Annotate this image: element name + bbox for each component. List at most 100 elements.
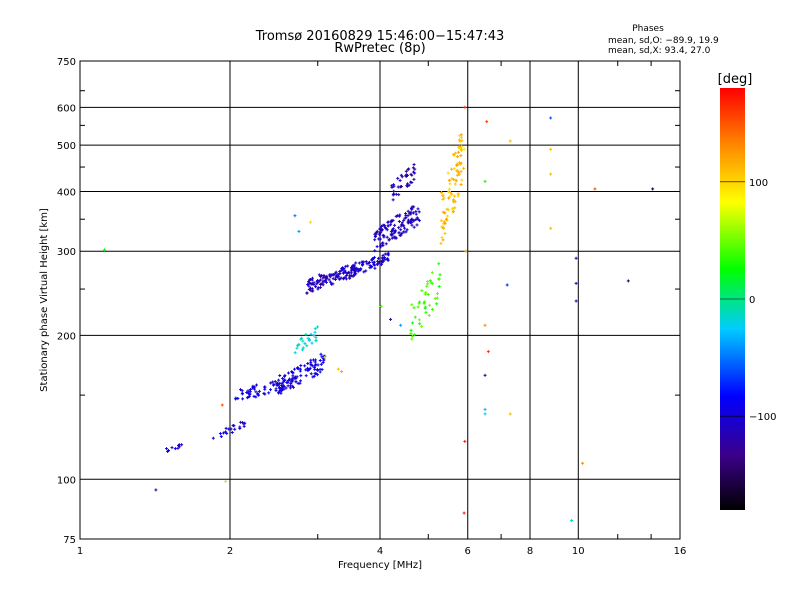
- data-point: [457, 138, 461, 142]
- data-point: [379, 263, 383, 267]
- data-point: [381, 256, 385, 260]
- data-point: [390, 236, 394, 240]
- data-point: [343, 269, 347, 273]
- data-point: [290, 380, 294, 384]
- data-point: [271, 380, 275, 384]
- data-point: [397, 226, 401, 230]
- data-point: [271, 383, 275, 387]
- data-point: [574, 299, 578, 303]
- data-point: [447, 178, 451, 182]
- data-point: [409, 328, 413, 332]
- data-point: [306, 362, 310, 366]
- data-point: [429, 280, 433, 284]
- data-point: [430, 271, 434, 275]
- data-point: [297, 229, 301, 233]
- y-tick-label: 75: [63, 535, 76, 546]
- data-point: [277, 390, 281, 394]
- data-point: [455, 169, 459, 173]
- data-point: [173, 447, 177, 451]
- data-point: [321, 361, 325, 365]
- colorbar-tick-label: 0: [749, 295, 755, 306]
- data-point: [483, 412, 487, 416]
- data-point: [245, 390, 249, 394]
- data-point: [455, 173, 459, 177]
- data-point: [391, 198, 395, 202]
- data-point: [454, 179, 458, 183]
- data-point: [211, 436, 215, 440]
- data-point: [364, 269, 368, 273]
- data-point: [445, 214, 449, 218]
- data-point: [459, 133, 463, 137]
- data-point: [305, 291, 309, 295]
- data-point: [313, 372, 317, 376]
- data-point: [282, 385, 286, 389]
- x-tick-label: 2: [227, 546, 233, 557]
- data-point: [448, 182, 452, 186]
- x-tick-label: 16: [674, 546, 687, 557]
- data-point: [311, 375, 315, 379]
- data-point: [238, 388, 242, 392]
- data-point: [549, 147, 553, 151]
- data-point: [406, 209, 410, 213]
- data-point: [364, 260, 368, 264]
- data-point: [277, 383, 281, 387]
- data-point: [352, 263, 356, 267]
- y-tick-label: 750: [57, 57, 76, 68]
- data-point: [320, 355, 324, 359]
- data-point: [439, 241, 443, 245]
- data-point: [370, 265, 374, 269]
- data-point: [386, 258, 390, 262]
- x-tick-label: 1: [77, 546, 83, 557]
- data-point: [407, 167, 411, 171]
- data-point: [319, 362, 323, 366]
- data-point: [373, 266, 377, 270]
- data-point: [269, 381, 273, 385]
- data-point: [310, 341, 314, 345]
- data-point: [450, 177, 454, 181]
- data-point: [299, 364, 303, 368]
- data-point: [405, 184, 409, 188]
- data-point: [423, 292, 427, 296]
- data-point: [359, 267, 363, 271]
- data-point: [303, 342, 307, 346]
- data-point: [284, 386, 288, 390]
- data-point: [456, 192, 460, 196]
- data-point: [386, 257, 390, 261]
- y-axis-ticks: 75 100 200 300 400 500 600 750: [57, 57, 680, 546]
- data-point: [342, 271, 346, 275]
- data-point: [224, 426, 228, 430]
- data-point: [295, 346, 299, 350]
- data-point: [407, 221, 411, 225]
- data-point: [413, 315, 417, 319]
- data-point: [333, 277, 337, 281]
- data-point: [240, 389, 244, 393]
- data-point: [427, 313, 431, 317]
- data-point: [483, 179, 487, 183]
- data-point: [253, 385, 257, 389]
- data-point: [314, 338, 318, 342]
- data-point: [406, 182, 410, 186]
- data-point: [241, 397, 245, 401]
- data-point: [442, 226, 446, 230]
- chart-subtitle: RwPretec (8p): [334, 41, 425, 56]
- x-axis-ticks: 1 2 4 6 8 10 16: [77, 61, 687, 557]
- data-point: [437, 276, 441, 280]
- data-point: [411, 321, 415, 325]
- colorbar-tick-label: 100: [749, 178, 768, 189]
- data-point: [315, 279, 319, 283]
- data-point: [452, 194, 456, 198]
- data-point: [574, 281, 578, 285]
- data-point: [309, 332, 313, 336]
- data-point: [395, 214, 399, 218]
- data-point: [404, 214, 408, 218]
- data-point: [303, 364, 307, 368]
- data-point: [454, 151, 458, 155]
- data-point: [452, 167, 456, 171]
- data-point: [398, 185, 402, 189]
- data-point: [328, 275, 332, 279]
- data-point: [385, 235, 389, 239]
- data-point: [337, 277, 341, 281]
- data-point: [428, 303, 432, 307]
- data-point: [418, 322, 422, 326]
- data-point: [224, 430, 228, 434]
